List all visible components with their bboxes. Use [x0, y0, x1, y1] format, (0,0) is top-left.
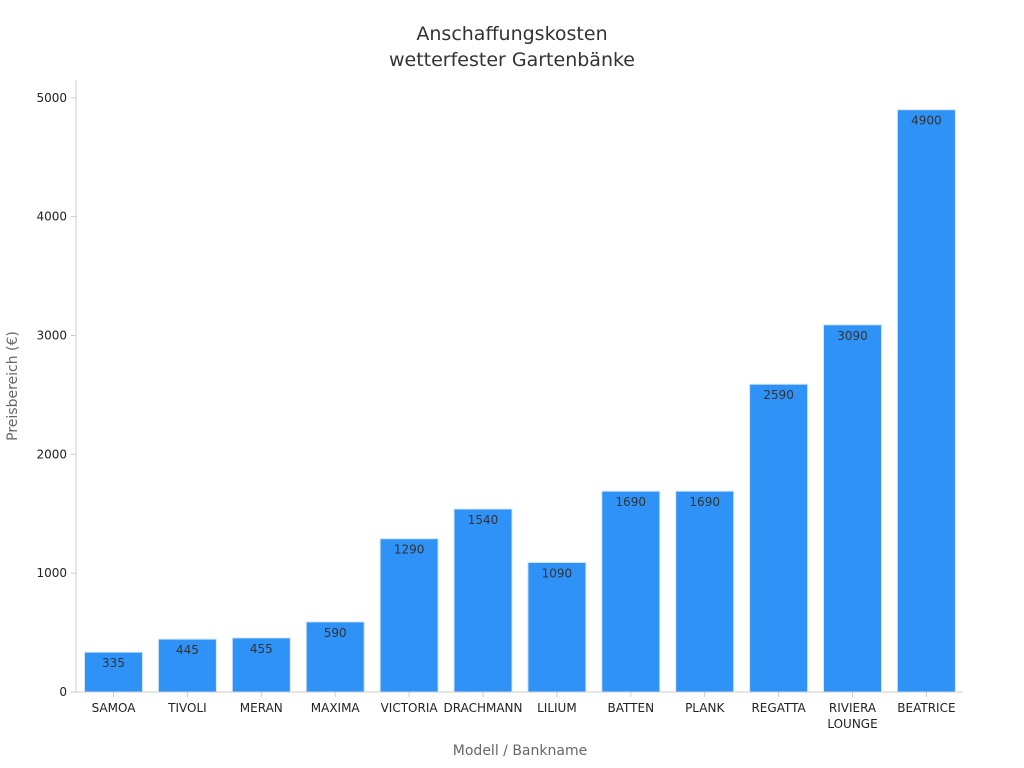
bar — [527, 561, 587, 693]
y-tick-label: 0 — [59, 685, 67, 699]
x-axis-label: Modell / Bankname — [453, 743, 587, 759]
bar-value-label: 1290 — [394, 543, 425, 557]
y-tick-label: 3000 — [36, 328, 67, 342]
x-tick-label: DRACHMANN — [443, 701, 522, 715]
bar — [305, 621, 365, 693]
bar-value-label: 4900 — [911, 114, 942, 128]
x-tick-label: PLANK — [685, 701, 725, 715]
x-tick-label: TIVOLI — [167, 701, 207, 715]
x-tick-label: LILIUM — [537, 701, 577, 715]
bar — [601, 490, 661, 693]
bar-value-label: 335 — [102, 656, 125, 670]
bar — [231, 637, 291, 693]
x-tick-label: BATTEN — [608, 701, 655, 715]
bar — [749, 383, 809, 693]
x-tick-label: BEATRICE — [897, 701, 955, 715]
bar-value-label: 1090 — [542, 566, 573, 580]
y-tick-label: 4000 — [36, 210, 67, 224]
bar-value-label: 590 — [324, 626, 347, 640]
bar-value-label: 445 — [176, 643, 199, 657]
x-tick-label: MAXIMA — [311, 701, 361, 715]
x-tick-label: VICTORIA — [381, 701, 439, 715]
y-axis-ticks: 0 1000 2000 3000 4000 5000 — [36, 91, 76, 699]
bar — [379, 538, 439, 693]
y-tick-label: 5000 — [36, 91, 67, 105]
chart-title-line-1: Anschaffungskosten — [416, 23, 607, 45]
x-tick-label: MERAN — [240, 701, 283, 715]
bar-value-label: 3090 — [837, 329, 868, 343]
bar-value-label: 1690 — [689, 495, 720, 509]
bar-value-label: 1540 — [468, 513, 499, 527]
bar — [453, 508, 513, 693]
bar — [157, 638, 217, 693]
bar-value-label: 455 — [250, 642, 273, 656]
bar — [84, 651, 143, 693]
bar — [896, 109, 956, 693]
y-axis-label: Preisbereich (€) — [5, 331, 21, 441]
y-tick-label: 1000 — [36, 566, 67, 580]
x-tick-label: RIVIERA — [829, 701, 877, 715]
x-axis-ticks: SAMOA TIVOLI MERAN MAXIMA VICTORIA DRACHMANN L… — [92, 692, 956, 731]
x-tick-label: REGATTA — [751, 701, 806, 715]
chart-title-line-2: wetterfester Gartenbänke — [389, 49, 635, 71]
bar-value-label: 1690 — [616, 495, 647, 509]
x-tick-label: LOUNGE — [827, 717, 877, 731]
bar — [675, 490, 735, 693]
bar — [823, 324, 882, 693]
bars-group: 335 445 455 590 1290 1540 1090 1690 1690 2590 3090… — [84, 109, 956, 693]
x-tick-label: SAMOA — [92, 701, 137, 715]
bar-value-label: 2590 — [763, 388, 794, 402]
y-tick-label: 2000 — [36, 447, 67, 461]
